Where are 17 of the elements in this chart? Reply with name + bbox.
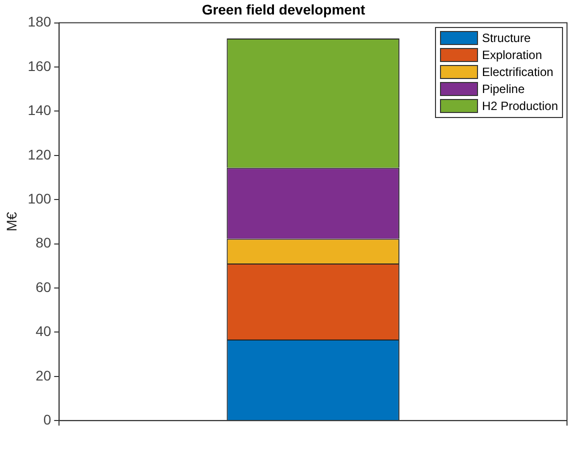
- chart-title: Green field development: [202, 1, 366, 18]
- y-tick-label: 80: [36, 234, 52, 251]
- y-tick-label: 140: [28, 102, 52, 118]
- legend-label: Structure: [482, 31, 531, 46]
- legend-label: H2 Production: [482, 99, 558, 114]
- legend-label: Pipeline: [482, 82, 525, 96]
- legend-label: Exploration: [482, 48, 542, 62]
- y-tick-label: 20: [36, 367, 52, 384]
- y-tick-label: 40: [36, 323, 52, 340]
- y-tick-label: 60: [36, 278, 52, 295]
- y-tick-label: 160: [28, 58, 52, 74]
- legend-label: Electrification: [482, 65, 554, 80]
- y-tick-label: 120: [28, 146, 52, 162]
- y-axis-title: M€: [3, 212, 20, 232]
- y-tick-label: 100: [28, 190, 52, 206]
- y-tick-label: 180: [28, 14, 52, 30]
- y-tick-label: 0: [43, 411, 52, 428]
